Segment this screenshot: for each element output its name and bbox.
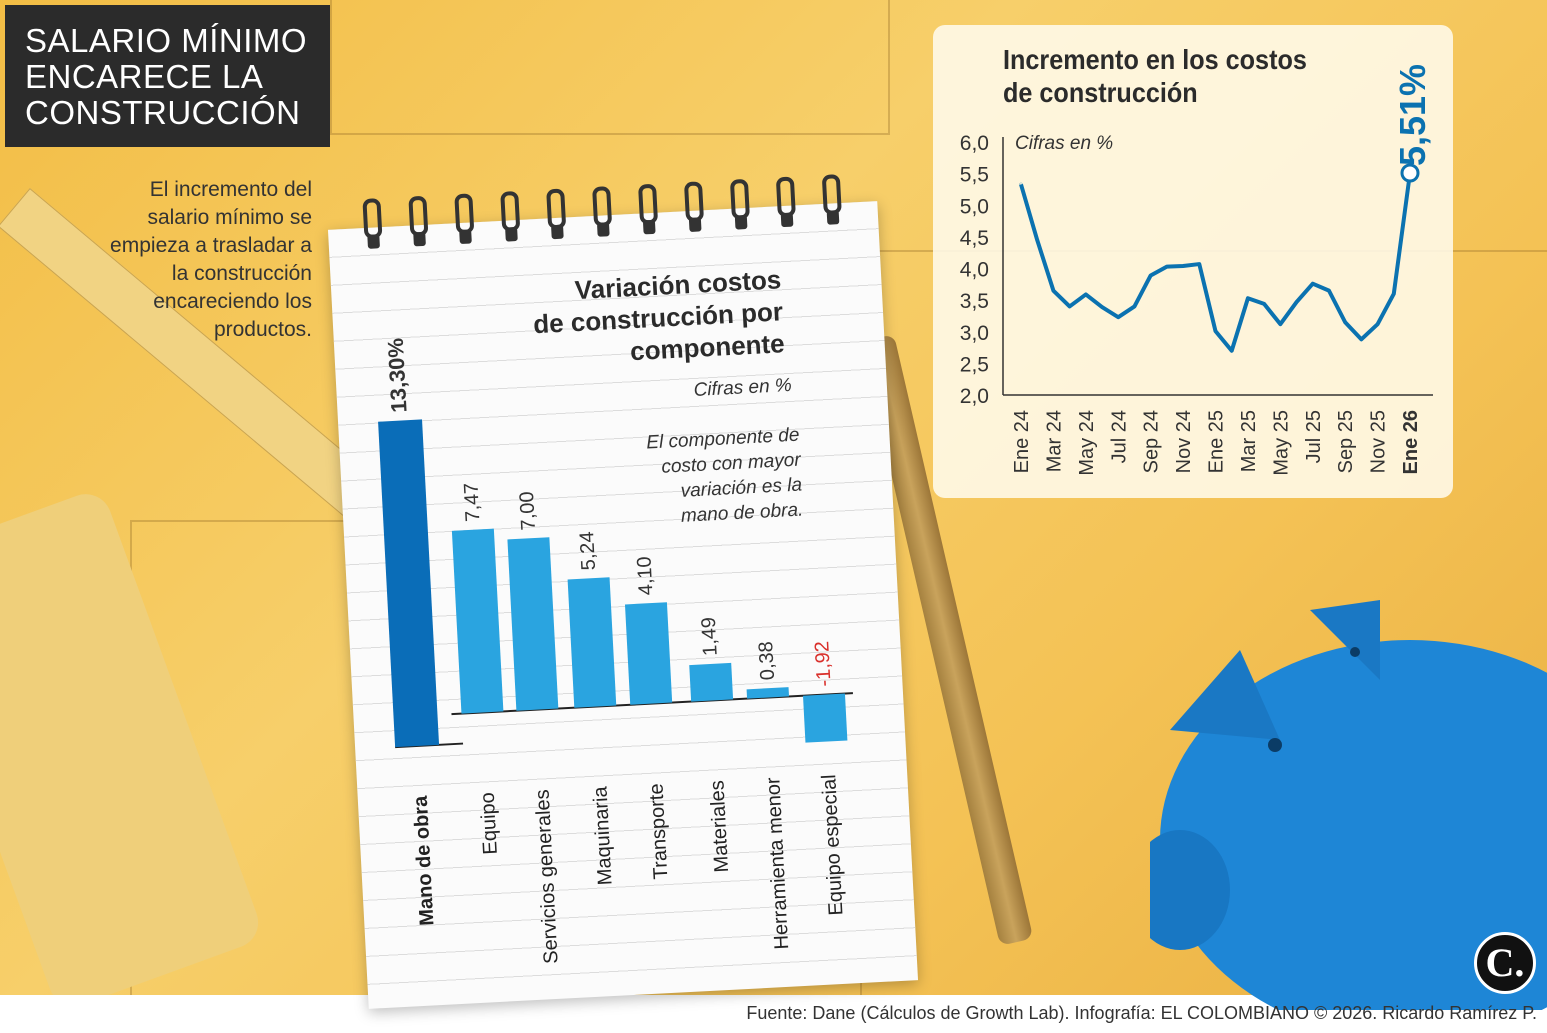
category-label: Maquinaria (589, 785, 616, 886)
bar-chart-annotation: variación es la (680, 474, 802, 501)
ring-hole (505, 227, 518, 242)
ring-hole (780, 212, 794, 228)
y-tick-label: 2,5 (960, 353, 989, 376)
y-tick-label: 3,0 (960, 322, 989, 345)
spiral-rings-icon (362, 174, 842, 249)
bar-value-label: -1,92 (811, 640, 835, 687)
y-tick-label: 4,5 (960, 227, 989, 250)
headline-line: CONSTRUCCIÓN (25, 94, 301, 131)
x-tick-label: Ene 25 (1206, 410, 1228, 473)
y-tick-label: 4,0 (960, 259, 989, 282)
ring-hole (367, 234, 380, 249)
ring-hole (413, 231, 426, 247)
line-chart-panel: Incremento en los costos de construcción… (933, 25, 1453, 498)
bar-equipo-especial (802, 693, 848, 743)
piggy-bank-image (1150, 600, 1547, 1010)
bar-value-label: 0,38 (755, 641, 779, 681)
bar-mano-de-obra (378, 419, 440, 748)
line-chart: 6,0 5,5 5,0 4,5 4,0 3,5 3,0 2,5 2,0 Cifras en % En… (960, 132, 1433, 476)
highlight-value: 5,51% (1388, 50, 1438, 180)
bar-equipo (451, 528, 504, 714)
source-credit: Fuente: Dane (Cálculos de Growth Lab). I… (746, 1003, 1537, 1023)
bar-servicios-generales (507, 537, 559, 711)
x-tick-label: May 25 (1270, 410, 1292, 476)
y-tick-label: 6,0 (960, 132, 989, 155)
y-tick-label: 5,0 (960, 195, 989, 218)
y-tick-label: 2,0 (960, 385, 989, 408)
el-colombiano-logo: C. (1474, 932, 1536, 994)
x-tick-label: Jul 25 (1303, 410, 1325, 463)
description: El incremento del salario mínimo se empi… (110, 178, 312, 341)
ring-hole (826, 210, 840, 225)
bar-maquinaria (567, 577, 617, 708)
x-tick-label: Mar 25 (1238, 410, 1260, 472)
category-label: Herramienta menor (762, 776, 793, 950)
category-label: Transporte (645, 783, 672, 880)
bar-value-label: 13,30% (383, 337, 412, 413)
bar-value-label: 5,24 (576, 531, 600, 571)
y-tick-label: 5,5 (960, 164, 989, 187)
y-tick-label: 3,5 (960, 290, 989, 313)
data-point (1400, 163, 1420, 183)
bar-chart-subtitle: Cifras en % (693, 375, 792, 401)
ring-hole (459, 229, 472, 244)
x-tick-label: Ene 26 (1400, 410, 1422, 474)
ring-hole (597, 222, 610, 237)
category-label: Materiales (706, 780, 733, 873)
category-label: Mano de obra (410, 794, 439, 926)
ring-hole (551, 224, 564, 240)
category-label: Equipo (477, 792, 502, 855)
bar-chart-annotation: El componente de (646, 425, 800, 454)
x-tick-label: Sep 24 (1141, 410, 1163, 473)
bar-value-label: 7,47 (460, 482, 484, 522)
x-tick-label: Mar 24 (1043, 410, 1065, 472)
bar-value-label: 7,00 (516, 491, 540, 531)
x-tick-label: Ene 24 (1011, 410, 1033, 473)
category-label: Servicios generales (532, 789, 563, 964)
headline-line: ENCARECE LA (25, 58, 264, 95)
bar-chart-title: componente (629, 328, 785, 366)
blueprint-line (330, 0, 890, 135)
bar-transporte (624, 602, 673, 705)
line-chart-title: Incremento en los costos de construcción (1003, 44, 1307, 108)
headline: SALARIO MÍNIMO ENCARECE LA CONSTRUCCIÓN (5, 5, 330, 147)
line-chart-subtitle: Cifras en % (1015, 133, 1113, 154)
ring-hole (688, 217, 702, 232)
x-tick-label: Sep 25 (1335, 410, 1357, 473)
bar-chart-annotation: mano de obra. (680, 499, 803, 526)
x-tick-label: Nov 24 (1173, 410, 1195, 473)
bar-herramienta-menor (746, 687, 790, 699)
bar-chart-annotation: costo con mayor (661, 449, 802, 477)
ring-hole (643, 219, 656, 235)
bar-value-label: 1,49 (698, 617, 722, 657)
headline-line: SALARIO MÍNIMO (25, 22, 308, 59)
bar-materiales (689, 662, 734, 702)
line-series (1019, 172, 1412, 353)
x-tick-label: Nov 25 (1368, 410, 1390, 473)
ring-hole (734, 215, 748, 230)
x-tick-label: Jul 24 (1108, 410, 1130, 463)
highlight-value-label: 5,51% (1392, 63, 1433, 167)
category-label: Equipo especial (818, 774, 847, 916)
notebook-bar-chart: Variación costos de construcción por compo… (327, 174, 919, 1009)
bar-value-label: 4,10 (634, 556, 658, 596)
x-tick-label: May 24 (1076, 410, 1098, 476)
